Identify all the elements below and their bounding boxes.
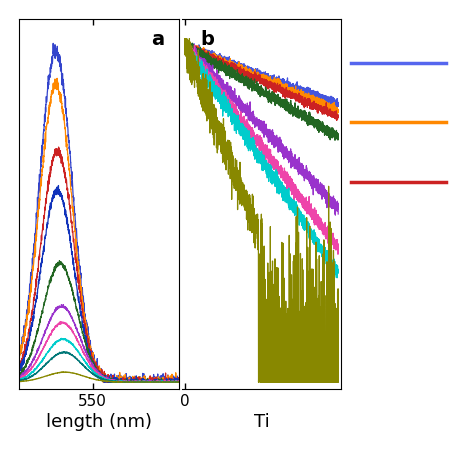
X-axis label: length (nm): length (nm) [46, 413, 152, 431]
X-axis label: Ti: Ti [254, 413, 269, 431]
Text: a: a [151, 30, 164, 49]
Text: b: b [201, 30, 215, 49]
